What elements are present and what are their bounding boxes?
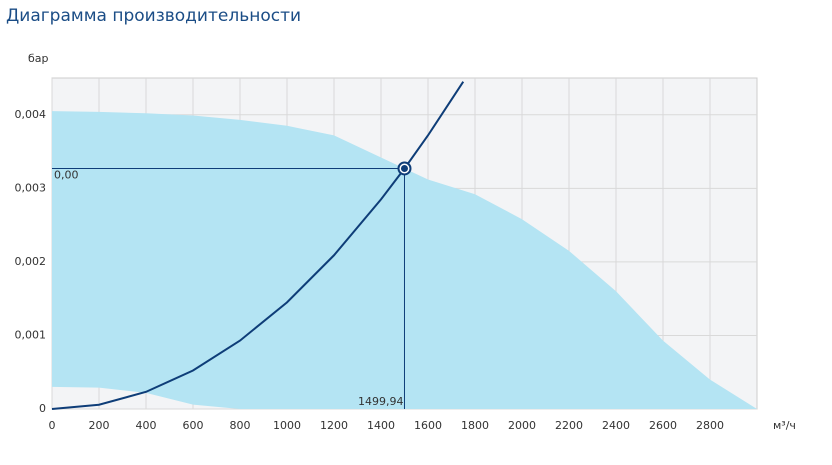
x-tick-label: 400 bbox=[136, 419, 157, 432]
chart-title: Диаграмма производительности bbox=[6, 6, 301, 26]
x-tick-label: 2200 bbox=[555, 419, 583, 432]
x-axis-label: м³/ч bbox=[773, 419, 796, 432]
x-tick-label: 1000 bbox=[273, 419, 301, 432]
operating-point bbox=[400, 164, 408, 172]
y-axis-label: бар bbox=[28, 52, 49, 65]
x-tick-label: 1800 bbox=[461, 419, 489, 432]
x-tick-label: 2000 bbox=[508, 419, 536, 432]
y-tick-label: 0,002 bbox=[15, 255, 47, 268]
point-y-label: 0,00 bbox=[54, 168, 79, 181]
x-tick-label: 1400 bbox=[367, 419, 395, 432]
x-tick-label: 2400 bbox=[602, 419, 630, 432]
y-tick-label: 0 bbox=[39, 402, 46, 415]
x-tick-label: 600 bbox=[183, 419, 204, 432]
system-curve bbox=[51, 81, 465, 410]
x-tick-label: 2800 bbox=[696, 419, 724, 432]
y-tick-label: 0,003 bbox=[15, 181, 47, 194]
y-tick-label: 0,001 bbox=[15, 328, 47, 341]
x-tick-label: 1200 bbox=[320, 419, 348, 432]
x-tick-label: 2600 bbox=[649, 419, 677, 432]
x-tick-label: 1600 bbox=[414, 419, 442, 432]
x-tick-label: 200 bbox=[89, 419, 110, 432]
x-tick-label: 0 bbox=[49, 419, 56, 432]
x-tick-label: 800 bbox=[230, 419, 251, 432]
point-x-label: 1499,94 bbox=[358, 395, 404, 408]
y-tick-label: 0,004 bbox=[15, 108, 47, 121]
